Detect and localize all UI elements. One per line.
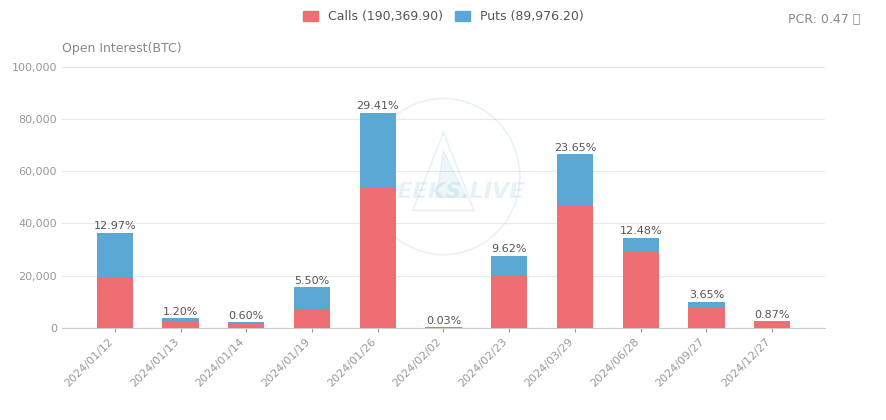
Text: 0.60%: 0.60% <box>229 311 264 321</box>
Text: 3.65%: 3.65% <box>688 290 723 300</box>
Bar <box>688 302 724 308</box>
Polygon shape <box>435 150 466 197</box>
Text: 12.48%: 12.48% <box>618 226 661 236</box>
Bar <box>753 323 789 328</box>
Bar <box>622 238 658 252</box>
Bar <box>622 252 658 328</box>
Text: 9.62%: 9.62% <box>491 244 526 255</box>
Bar <box>293 287 330 310</box>
Bar <box>360 187 395 328</box>
Bar <box>228 323 264 324</box>
Text: 0.03%: 0.03% <box>425 315 461 326</box>
Bar <box>556 155 593 205</box>
Bar <box>97 233 133 278</box>
Bar <box>293 310 330 328</box>
Bar <box>360 113 395 187</box>
Bar <box>491 256 526 276</box>
Legend: Calls (190,369.90), Puts (89,976.20): Calls (190,369.90), Puts (89,976.20) <box>302 10 584 24</box>
Bar <box>491 276 526 328</box>
Text: GREEKS.LIVE: GREEKS.LIVE <box>361 182 525 202</box>
Text: 12.97%: 12.97% <box>93 221 136 231</box>
Bar <box>753 321 789 323</box>
Text: 23.65%: 23.65% <box>553 143 595 153</box>
Bar <box>688 308 724 328</box>
Text: 5.50%: 5.50% <box>294 276 330 286</box>
Bar <box>162 318 198 321</box>
Bar <box>162 321 198 328</box>
Bar <box>556 205 593 328</box>
Text: Open Interest(BTC): Open Interest(BTC) <box>62 42 182 55</box>
Bar <box>97 278 133 328</box>
Text: 1.20%: 1.20% <box>163 307 198 317</box>
Text: 0.87%: 0.87% <box>754 310 789 320</box>
Bar <box>228 324 264 328</box>
Text: PCR: 0.47 ⓘ: PCR: 0.47 ⓘ <box>788 13 859 26</box>
Text: 29.41%: 29.41% <box>356 101 399 111</box>
